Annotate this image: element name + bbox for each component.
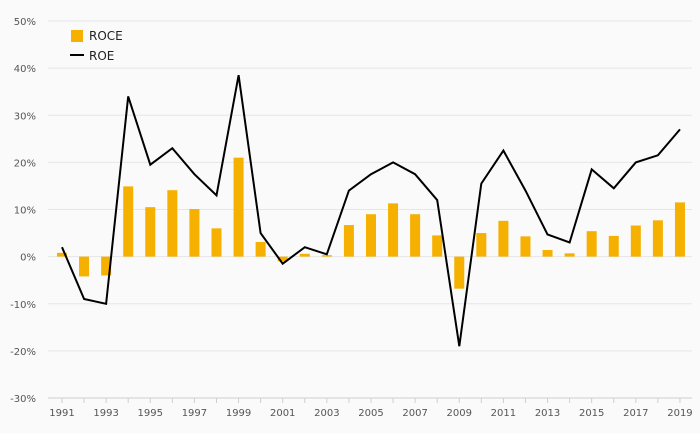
roce-bar	[79, 256, 90, 277]
legend-label-roe: ROE	[89, 49, 114, 63]
legend-label-roce: ROCE	[89, 29, 123, 43]
roce-bar	[410, 214, 421, 257]
x-tick-label: 1997	[182, 408, 207, 419]
roe-line	[61, 75, 681, 347]
y-tick-label: -20%	[10, 347, 36, 358]
roce-bar	[520, 236, 531, 257]
x-tick-label: 2007	[402, 408, 427, 419]
roce-bar	[454, 256, 465, 289]
roce-bar	[299, 253, 310, 257]
y-tick-label: 10%	[14, 206, 36, 217]
roce-bar	[388, 203, 399, 257]
y-tick-label: 0%	[20, 253, 36, 264]
y-tick-label: 30%	[14, 111, 36, 122]
x-tick-label: 1993	[93, 408, 118, 419]
y-tick-label: -10%	[10, 300, 36, 311]
x-tick-label: 1991	[49, 408, 74, 419]
x-tick-label: 2019	[667, 408, 692, 419]
roce-bar	[630, 225, 641, 257]
y-tick-label: 40%	[14, 64, 36, 75]
roce-bar	[476, 233, 487, 257]
y-tick-label: 50%	[14, 17, 36, 28]
roce-bar	[586, 231, 597, 257]
roce-bar	[211, 228, 222, 257]
legend: ROCE ROE	[70, 29, 123, 63]
roce-bar	[343, 225, 354, 257]
roce-bar	[233, 157, 244, 257]
roce-bar	[542, 250, 553, 257]
roce-bar	[101, 256, 112, 276]
roce-bar	[189, 209, 200, 257]
roce-bar	[57, 252, 67, 257]
roce-bars	[57, 157, 685, 289]
roce-bar	[652, 220, 663, 257]
x-tick-label: 2001	[270, 408, 295, 419]
x-tick-label: 1999	[226, 408, 251, 419]
roce-bar	[432, 235, 443, 257]
x-tick-label: 1995	[138, 408, 163, 419]
x-tick-label: 2015	[579, 408, 604, 419]
x-axis-tick-labels: 1991 1993 1995 1997 1999 2001 2003 2005 2007 2009…	[49, 408, 692, 419]
legend-swatch-roce	[71, 30, 83, 42]
x-tick-label: 2017	[623, 408, 648, 419]
y-axis-tick-labels: 50% 40% 30% 20% 10% 0% -10% -20% -30%	[10, 17, 36, 405]
y-tick-label: 20%	[14, 158, 36, 169]
grid-lines	[48, 20, 692, 352]
x-tick-label: 2011	[491, 408, 516, 419]
x-tick-label: 2009	[447, 408, 472, 419]
x-tick-label: 2005	[358, 408, 383, 419]
y-tick-label: -30%	[10, 394, 36, 405]
roce-bar	[674, 202, 685, 257]
roce-bar	[255, 242, 266, 257]
roce-bar	[167, 190, 178, 257]
roce-bar	[498, 220, 509, 257]
roce-bar	[608, 235, 619, 257]
roce-bar	[564, 253, 575, 257]
x-tick-label: 2013	[535, 408, 560, 419]
x-tick-label: 2003	[314, 408, 339, 419]
roce-bar	[145, 207, 156, 257]
roce-bar	[365, 214, 376, 257]
roce-bar	[277, 256, 288, 262]
roce-bar	[123, 186, 134, 257]
x-axis-ticks	[61, 398, 681, 403]
roce-bar	[321, 255, 332, 257]
